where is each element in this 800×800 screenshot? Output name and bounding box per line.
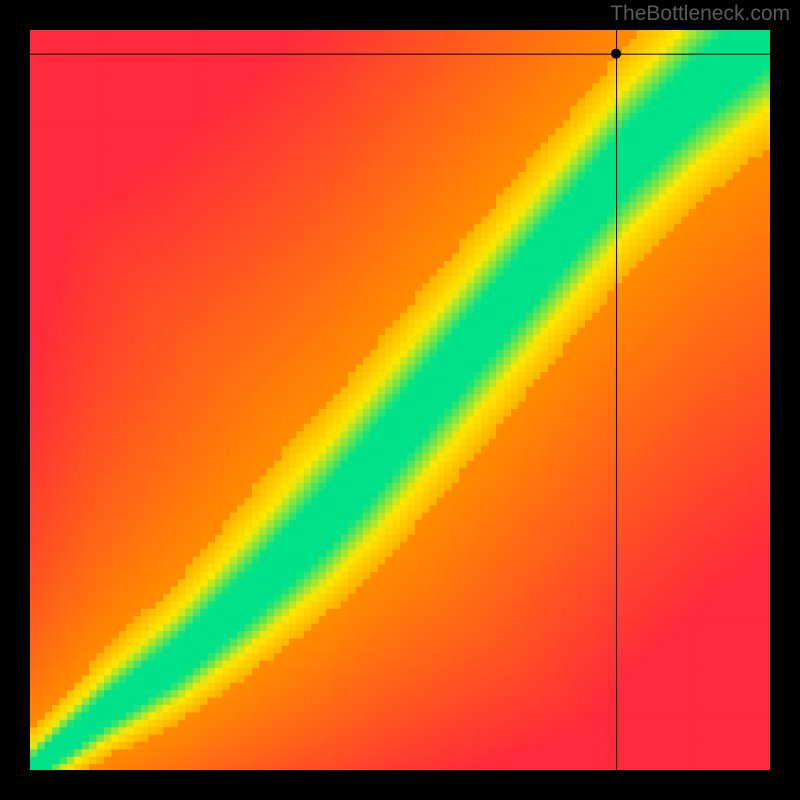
chart-container: TheBottleneck.com xyxy=(0,0,800,800)
heatmap-plot-area xyxy=(30,30,770,770)
watermark-text: TheBottleneck.com xyxy=(610,2,790,26)
heatmap-canvas xyxy=(30,30,770,770)
